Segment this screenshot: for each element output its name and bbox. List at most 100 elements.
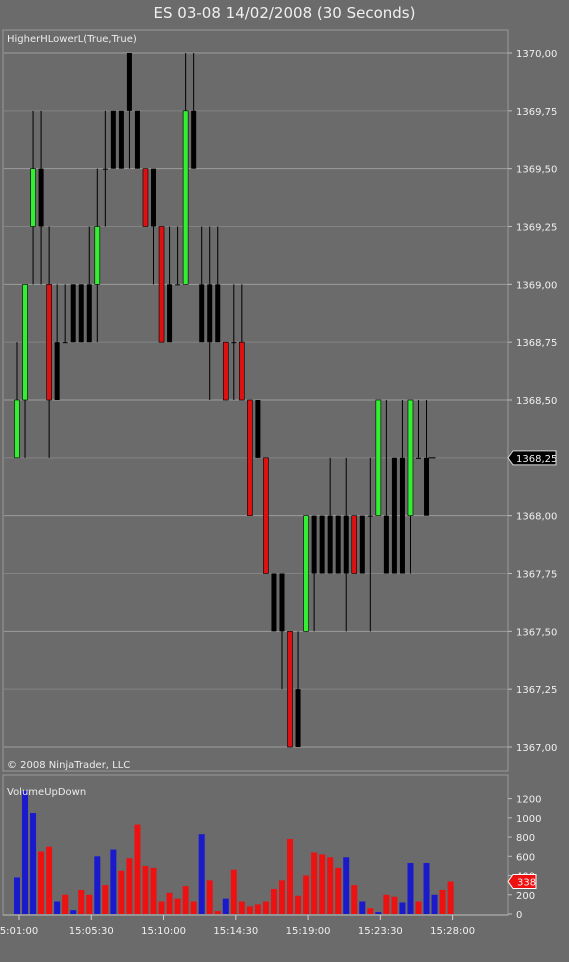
candle [407,399,414,574]
volume-bar [262,901,269,914]
last-price-marker: 1368,25 [507,450,557,466]
volume-bar [158,901,165,914]
volume-bar [190,901,197,914]
volume-bar [415,901,422,914]
candle [182,53,189,285]
candle [359,515,365,574]
price-tick-label: 1367,50 [516,627,557,638]
candle-body [287,631,293,748]
chart-canvas[interactable]: 1370,00 1369,75 1369,50 1369,25 1369,00 1368,… [0,26,569,962]
volume-bar [351,885,358,914]
candle [118,110,124,169]
candle [367,457,373,632]
last-volume-tag [507,874,537,889]
candle [158,226,165,343]
time-tick-label: 5:01:00 [0,926,38,937]
candlesticks [14,53,436,748]
candle-body [383,515,389,574]
time-tick-label: 15:23:30 [358,926,403,937]
candle [191,53,197,169]
volume-bar [102,885,109,914]
volume-bar [118,870,125,914]
candle [14,342,20,459]
candle-body [134,110,140,169]
price-tick-label: 1368,50 [516,396,557,407]
volume-tick-label: 1200 [516,795,541,806]
volume-bar [206,880,213,914]
candle [199,226,205,343]
volume-bar [319,854,326,914]
volume-bar [431,894,438,914]
candle [263,457,269,574]
volume-bar [110,849,117,914]
candle-body [62,342,68,344]
volume-bar [166,892,173,914]
candle-body [327,515,333,574]
volume-tick-label: 200 [516,891,535,902]
candle-body [158,226,165,343]
volume-bar [375,912,382,914]
copyright-label: © 2008 NinjaTrader, LLC [7,760,130,771]
last-price-tag [507,450,557,466]
last-volume-label: 338 [517,878,536,889]
candle-body [343,515,349,574]
candle [38,110,44,285]
candle [151,168,157,285]
price-tick-label: 1367,75 [516,570,557,581]
candle [271,573,277,632]
candle-body [46,284,52,401]
candle-body [94,226,101,285]
last-volume-marker: 338 [507,874,537,889]
price-tick-label: 1367,25 [516,685,557,696]
candle-body [279,573,285,632]
candle [287,631,293,748]
candle [247,399,253,516]
volume-bar [447,881,454,914]
candle-body [239,341,245,401]
time-tick-label: 15:19:00 [286,926,331,937]
candle [383,400,389,574]
candle [70,284,76,343]
volume-bar [46,846,53,914]
candle [22,284,28,458]
volume-bar [198,834,205,914]
candle-body [30,168,36,227]
candle-body [367,515,373,517]
price-tick-label: 1369,50 [516,165,557,176]
candle [78,284,84,343]
volume-tick-label: 800 [516,833,535,844]
candle [167,226,173,343]
candle [416,400,421,459]
candle [399,400,405,574]
candle-body [54,342,60,400]
candle-body [207,284,213,343]
volume-bar [295,895,302,914]
candle [175,226,181,286]
candle-body [271,573,277,632]
volume-bar [134,824,141,914]
volume-tick-label: 1000 [516,814,541,825]
candle [335,515,341,574]
candle-body [295,689,301,747]
candle-body [78,284,84,343]
volume-bar [287,839,294,914]
candle [231,284,237,400]
candle-body [199,284,205,343]
candle-body [118,110,124,169]
price-tick-label: 1369,25 [516,223,557,234]
candle-body [424,457,430,516]
candle [295,631,301,747]
volume-indicator-label: VolumeUpDown [7,787,86,798]
time-tick-label: 15:14:30 [213,926,258,937]
time-axis: 5:01:00 15:05:30 15:10:00 15:14:30 15:19:00 1… [0,915,475,937]
volume-bar [230,869,237,914]
candle-body [22,284,28,401]
candle-body [416,457,421,459]
volume-bar [399,902,406,914]
candle [391,457,397,574]
volume-tick-label: 600 [516,852,535,863]
candle-body [126,53,132,111]
volume-bar [383,894,390,914]
candle [102,110,108,227]
